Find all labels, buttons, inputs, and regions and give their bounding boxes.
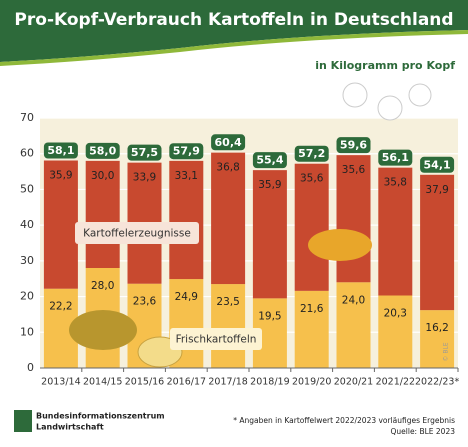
x-tick-label: 2016/17 bbox=[167, 377, 206, 388]
x-tick-label: 2015/16 bbox=[125, 377, 164, 388]
x-tick-label: 2017/18 bbox=[208, 377, 247, 388]
flower-illustration bbox=[377, 95, 403, 121]
y-tick-label: 50 bbox=[20, 182, 34, 195]
total-badge bbox=[336, 137, 371, 154]
y-tick-label: 40 bbox=[20, 218, 34, 231]
x-tick-label: 2018/19 bbox=[250, 377, 289, 388]
total-badge bbox=[252, 152, 287, 169]
total-badge bbox=[127, 144, 162, 161]
legend: Kartoffelerzeugnisse Frischkartoffeln bbox=[75, 222, 262, 350]
bar-segment bbox=[420, 174, 455, 311]
total-label: 57,9 bbox=[173, 145, 200, 158]
value-label: 24,9 bbox=[175, 291, 198, 303]
x-tick-label: 2019/20 bbox=[292, 377, 331, 388]
bar-segment bbox=[336, 282, 371, 368]
bar-segment bbox=[336, 155, 371, 283]
publisher: Bundesinformationszentrum bbox=[36, 412, 165, 421]
source: Quelle: BLE 2023 bbox=[391, 427, 456, 436]
title-banner bbox=[0, 0, 468, 62]
footnote: * Angaben in Kartoffelwert 2022/2023 vor… bbox=[233, 416, 455, 425]
y-tick-label: 30 bbox=[20, 254, 34, 267]
banner-stripe bbox=[0, 30, 468, 66]
value-label: 35,6 bbox=[300, 173, 324, 185]
bar-segment bbox=[252, 170, 287, 299]
potato-illustration bbox=[69, 310, 137, 350]
bar-segment bbox=[294, 163, 329, 291]
bar-segment bbox=[211, 152, 246, 285]
total-badge bbox=[211, 134, 246, 151]
value-label: 21,6 bbox=[300, 303, 324, 315]
value-label: 35,6 bbox=[342, 164, 366, 176]
flower-illustration bbox=[408, 83, 432, 107]
x-tick-label: 2021/22 bbox=[376, 377, 415, 388]
total-badge bbox=[378, 149, 413, 166]
total-badge bbox=[169, 143, 204, 160]
chips-illustration bbox=[308, 229, 372, 261]
value-label: 19,5 bbox=[258, 310, 281, 322]
flower-illustration bbox=[342, 82, 368, 108]
bar-segment bbox=[211, 284, 246, 368]
legend-box bbox=[170, 328, 262, 350]
value-label: 35,9 bbox=[49, 170, 72, 182]
value-label: 22,2 bbox=[49, 301, 72, 313]
y-tick-label: 60 bbox=[20, 147, 34, 160]
value-label: 37,9 bbox=[425, 184, 448, 196]
legend-label: Kartoffelerzeugnisse bbox=[83, 228, 191, 240]
value-label: 16,2 bbox=[425, 322, 448, 334]
total-label: 58,0 bbox=[89, 144, 116, 157]
plot: 0 10 20 30 40 50 60 70 22,2 35,9 58,1 2013/14 28,0 30… bbox=[20, 111, 459, 388]
value-label: 36,8 bbox=[216, 162, 239, 174]
value-label: 35,9 bbox=[258, 179, 281, 191]
x-tick-label: 2014/15 bbox=[83, 377, 122, 388]
value-label: 23,6 bbox=[133, 296, 157, 308]
legend-box bbox=[75, 222, 199, 244]
total-badge bbox=[43, 142, 78, 159]
bar-segment bbox=[378, 167, 413, 296]
total-label: 55,4 bbox=[256, 154, 283, 167]
total-label: 59,6 bbox=[340, 139, 367, 152]
chart-subtitle: in Kilogramm pro Kopf bbox=[315, 59, 455, 72]
bar-segment bbox=[43, 160, 78, 289]
bar-segment bbox=[85, 160, 120, 268]
value-label: 23,5 bbox=[216, 296, 239, 308]
publisher: Landwirtschaft bbox=[36, 423, 104, 432]
total-label: 57,2 bbox=[298, 147, 325, 160]
bar-segment bbox=[378, 295, 413, 368]
x-tick-label: 2022/23* bbox=[415, 377, 459, 388]
logo bbox=[14, 410, 32, 432]
x-tick-label: 2020/21 bbox=[334, 377, 373, 388]
value-label: 35,8 bbox=[384, 177, 407, 189]
value-label: 30,0 bbox=[91, 170, 114, 182]
total-label: 60,4 bbox=[215, 136, 242, 149]
x-tick-label: 2013/14 bbox=[41, 377, 80, 388]
total-badge bbox=[294, 145, 329, 162]
legend-label: Frischkartoffeln bbox=[176, 334, 257, 346]
value-label: 24,0 bbox=[342, 294, 365, 306]
value-label: 33,9 bbox=[133, 172, 156, 184]
total-badge bbox=[85, 142, 120, 159]
value-label: 20,3 bbox=[384, 308, 407, 320]
value-label: 33,1 bbox=[175, 170, 198, 182]
total-label: 56,1 bbox=[382, 151, 409, 164]
bar-segment bbox=[294, 290, 329, 368]
y-tick-label: 70 bbox=[20, 111, 34, 124]
watermark: © BLE bbox=[443, 342, 450, 361]
total-label: 57,5 bbox=[131, 146, 158, 159]
total-badge bbox=[420, 156, 455, 173]
chart-title: Pro-Kopf-Verbrauch Kartoffeln in Deutsch… bbox=[14, 10, 453, 30]
y-tick-label: 10 bbox=[20, 325, 34, 338]
value-label: 28,0 bbox=[91, 280, 114, 292]
y-tick-label: 20 bbox=[20, 290, 34, 303]
total-label: 58,1 bbox=[47, 144, 74, 157]
bar-segment bbox=[169, 160, 204, 280]
bar-segment bbox=[420, 310, 455, 368]
total-label: 54,1 bbox=[424, 158, 451, 171]
y-tick-label: 0 bbox=[27, 361, 34, 374]
